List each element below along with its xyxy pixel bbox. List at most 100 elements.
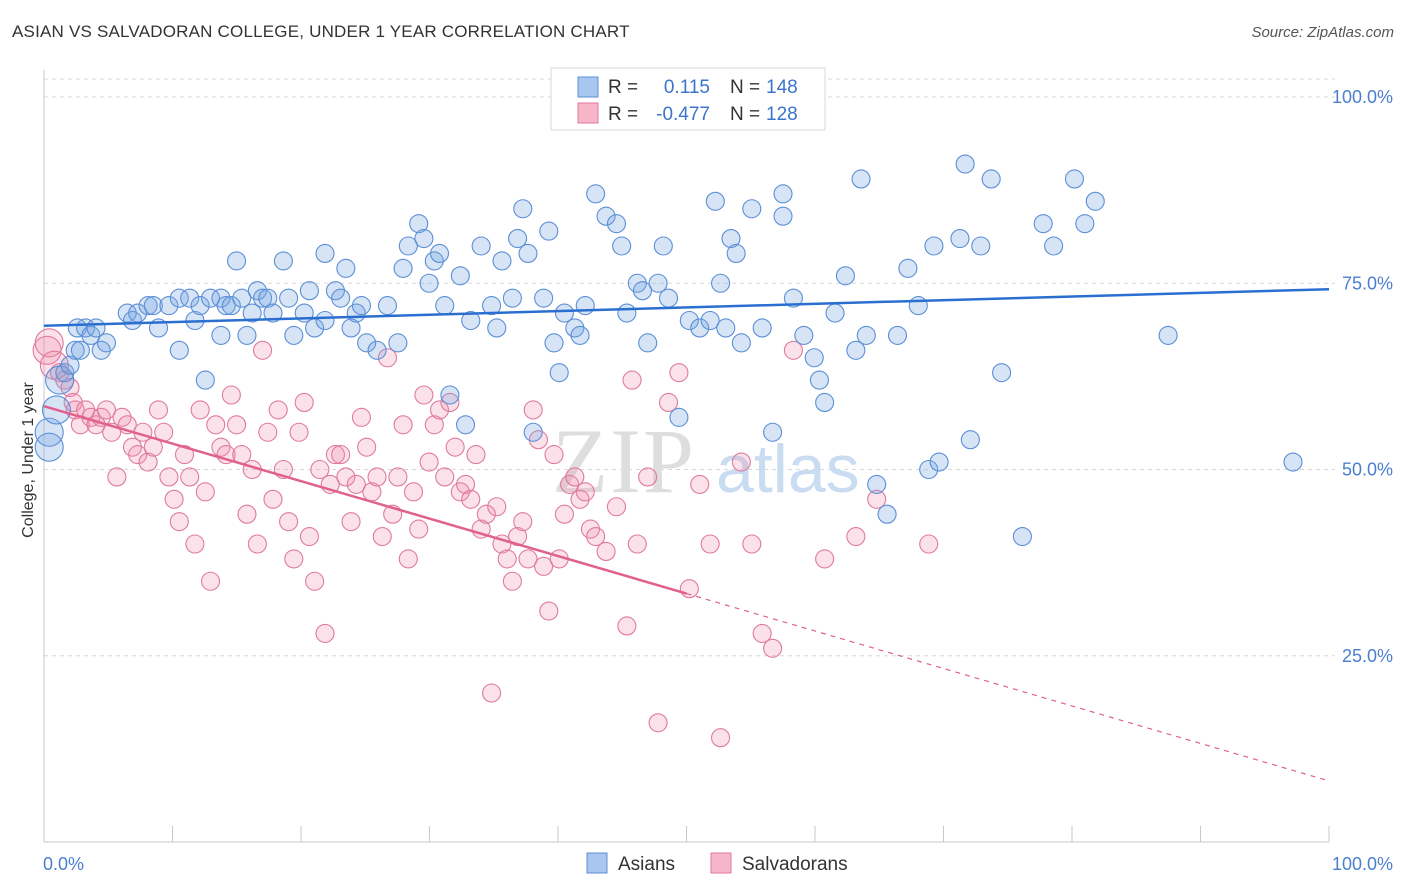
- salvadoran-point: [247, 534, 267, 554]
- salvadoran-point: [336, 467, 356, 487]
- asian-point: [482, 296, 502, 316]
- asian-point: [612, 236, 632, 256]
- asian-point: [783, 288, 803, 308]
- asian-point: [143, 296, 163, 316]
- asians-points: [34, 154, 1303, 547]
- salvadoran-point: [164, 489, 184, 509]
- asian-point: [263, 303, 283, 323]
- salvadoran-point: [299, 526, 319, 547]
- asian-point: [450, 266, 470, 286]
- asian-point: [742, 199, 762, 219]
- salvadoran-point: [435, 467, 455, 487]
- salvadoran-point: [700, 534, 720, 554]
- salvadoran-point: [263, 489, 283, 509]
- asian-point: [351, 296, 372, 316]
- salvadoran-point: [253, 340, 273, 360]
- salvadoran-point: [513, 512, 533, 532]
- asian-point: [763, 422, 783, 442]
- asian-point: [253, 288, 273, 308]
- asian-point: [169, 288, 189, 308]
- asian-point: [721, 229, 741, 249]
- salvadoran-point: [393, 415, 413, 435]
- source-credit: Source: ZipAtlas.com: [1251, 24, 1394, 41]
- asian-point: [96, 333, 117, 353]
- asian-point: [419, 273, 439, 293]
- salvadoran-point: [190, 400, 210, 420]
- asian-point: [435, 296, 455, 316]
- y-tick-label: 25.0%: [1342, 646, 1393, 666]
- salvadoran-point: [534, 556, 554, 576]
- asian-point: [258, 288, 278, 308]
- asian-point: [919, 459, 939, 480]
- asian-point: [544, 333, 564, 353]
- salvadoran-point: [128, 445, 148, 465]
- salvadoran-point: [554, 504, 574, 524]
- asian-point: [606, 214, 627, 234]
- salvadoran-point: [419, 452, 439, 472]
- watermark: ZIP atlas: [552, 410, 860, 512]
- salvadoran-point: [284, 549, 304, 569]
- asian-point: [877, 504, 897, 524]
- asian-point: [992, 363, 1012, 383]
- salvadoran-point: [315, 623, 335, 643]
- salvadoran-point: [466, 445, 486, 465]
- salvadoran-point: [658, 392, 679, 413]
- asian-point: [377, 296, 398, 316]
- asian-point: [487, 318, 507, 338]
- asian-point: [492, 251, 512, 271]
- asian-point: [653, 236, 673, 256]
- legend-bottom-swatch-asians: [586, 852, 608, 874]
- legend-bottom: Asians Salvadorans: [586, 852, 848, 875]
- legend-swatch-asians: [577, 76, 599, 98]
- asian-point: [34, 432, 64, 462]
- asian-point: [159, 296, 179, 316]
- asian-point: [617, 303, 637, 323]
- asian-point: [357, 333, 377, 353]
- asian-point: [1158, 325, 1178, 345]
- legend-n-value: 148: [766, 77, 798, 98]
- watermark-atlas: atlas: [716, 431, 860, 507]
- grid-lines: [44, 78, 1335, 657]
- salvadoran-point: [279, 512, 299, 532]
- legend-r-label: R =: [608, 104, 638, 125]
- salvadorans-trend-line-extension: [686, 592, 1330, 782]
- salvadoran-point: [325, 445, 345, 465]
- asian-point: [1064, 169, 1084, 189]
- asian-point: [700, 310, 720, 331]
- salvadoran-point: [237, 504, 257, 524]
- asian-point: [804, 348, 824, 368]
- salvadoran-point: [388, 467, 408, 487]
- asian-point: [835, 266, 856, 286]
- asian-point: [273, 251, 293, 271]
- salvadoran-point: [227, 415, 247, 435]
- salvadoran-point: [742, 534, 762, 554]
- legend-top: R = 0.115 N = 148 R = -0.477 N = 128: [550, 67, 826, 131]
- salvadoran-point: [461, 489, 481, 509]
- salvadoran-point: [305, 571, 325, 591]
- asian-point: [554, 303, 574, 323]
- salvadoran-point: [429, 400, 450, 420]
- salvadoran-point: [455, 474, 476, 494]
- asian-point: [825, 303, 845, 323]
- salvadoran-point: [445, 437, 465, 457]
- salvadoran-point: [846, 526, 866, 547]
- watermark-zip: ZIP: [552, 410, 696, 512]
- salvadoran-point: [648, 713, 668, 733]
- salvadoran-point: [377, 348, 398, 368]
- asian-point: [794, 325, 814, 345]
- asian-point: [341, 318, 361, 338]
- salvadoran-point: [518, 549, 538, 569]
- trend-lines: [43, 287, 1330, 782]
- asian-point: [773, 184, 793, 204]
- asian-point: [960, 430, 980, 450]
- asian-point: [471, 236, 491, 256]
- legend-bottom-swatch-salvadorans: [710, 852, 732, 874]
- legend-n-value: 128: [766, 104, 798, 125]
- y-tick-label: 50.0%: [1342, 460, 1393, 480]
- asian-point: [388, 333, 408, 353]
- salvadoran-point: [200, 571, 221, 591]
- asian-point: [1044, 236, 1064, 256]
- salvadoran-point: [679, 579, 699, 599]
- asian-point: [227, 251, 247, 271]
- asian-point: [726, 243, 746, 263]
